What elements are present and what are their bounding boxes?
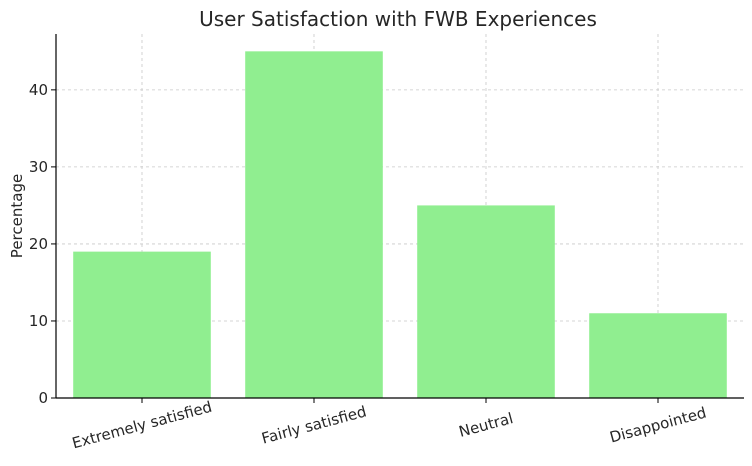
x-tick-label: Fairly satisfied <box>260 402 369 447</box>
bar-fairly-satisfied <box>245 51 383 398</box>
bars <box>73 51 727 398</box>
axes <box>55 34 744 399</box>
y-tick-label: 20 <box>29 235 48 253</box>
y-ticks: 0 10 20 30 40 <box>29 81 56 407</box>
bar-disappointed <box>589 313 727 398</box>
y-axis-label: Percentage <box>8 174 26 258</box>
bar-extremely-satisfied <box>73 251 211 398</box>
y-tick-label: 0 <box>38 389 48 407</box>
x-tick-label: Extremely satisfied <box>70 398 214 453</box>
y-tick-label: 30 <box>29 158 48 176</box>
y-tick-label: 40 <box>29 81 48 99</box>
chart-title: User Satisfaction with FWB Experiences <box>199 7 597 31</box>
x-ticks: Extremely satisfied Fairly satisfied Neutr… <box>70 398 708 453</box>
x-tick-label: Neutral <box>457 409 515 441</box>
x-tick-label: Disappointed <box>608 403 709 446</box>
y-tick-label: 10 <box>29 312 48 330</box>
bar-neutral <box>417 205 555 398</box>
